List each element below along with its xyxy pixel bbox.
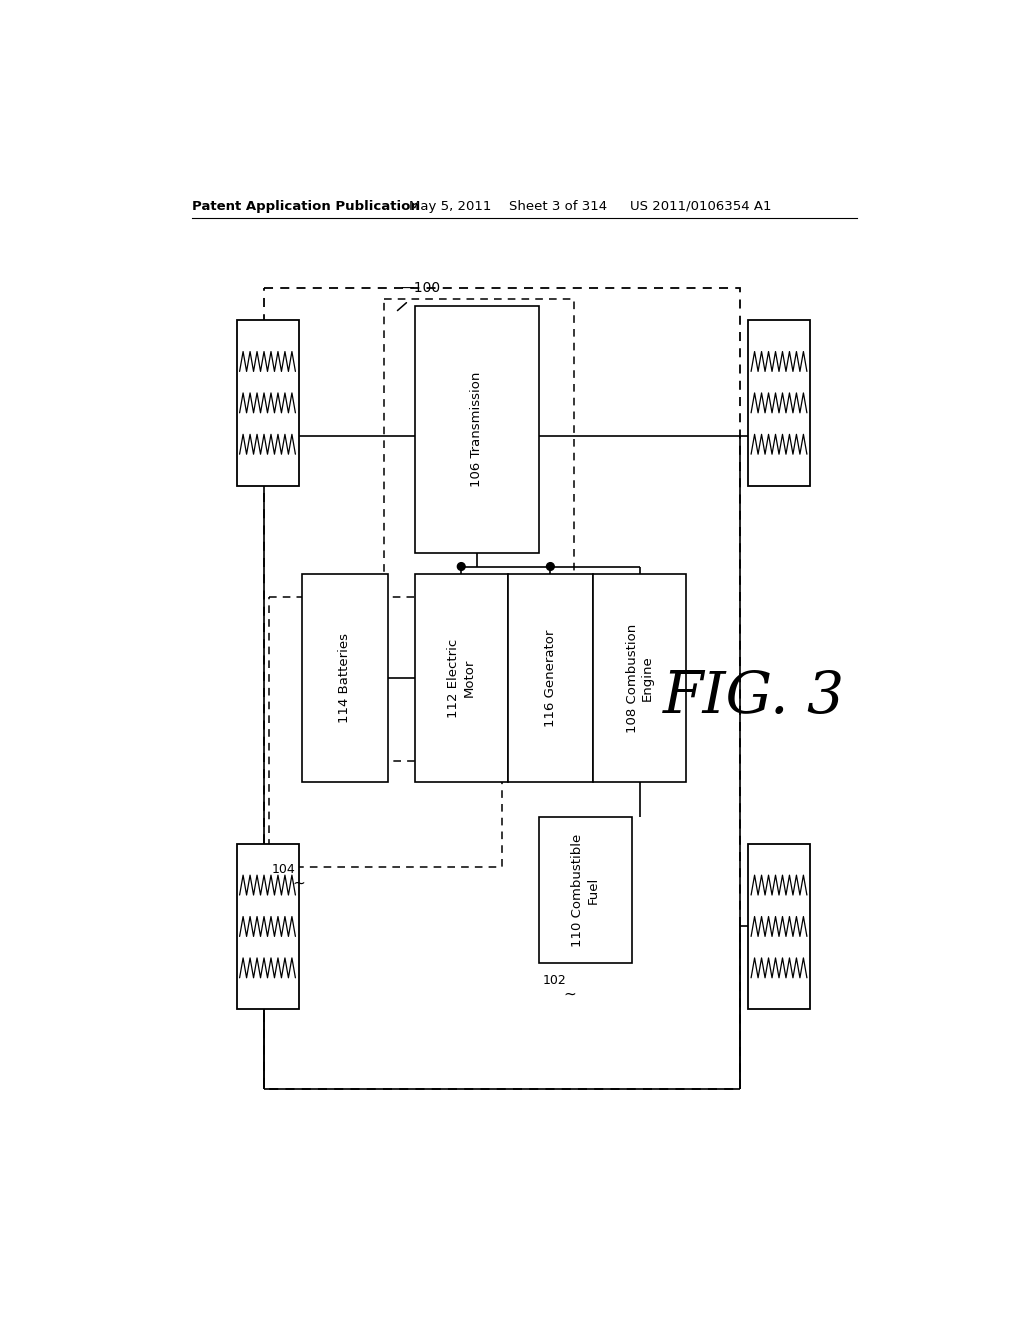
- Bar: [384, 298, 573, 760]
- Text: —100: —100: [400, 281, 441, 294]
- Bar: [237, 843, 299, 1010]
- Bar: [508, 574, 593, 781]
- Text: 102: 102: [543, 974, 566, 987]
- Text: Patent Application Publication: Patent Application Publication: [191, 199, 419, 213]
- Text: 114 Batteries: 114 Batteries: [339, 634, 351, 723]
- Text: Sheet 3 of 314: Sheet 3 of 314: [509, 199, 607, 213]
- Text: FIG. 3: FIG. 3: [663, 669, 845, 726]
- Text: May 5, 2011: May 5, 2011: [409, 199, 490, 213]
- Text: US 2011/0106354 A1: US 2011/0106354 A1: [630, 199, 772, 213]
- Circle shape: [547, 562, 554, 570]
- Bar: [748, 843, 810, 1010]
- Bar: [237, 321, 299, 486]
- Bar: [415, 306, 539, 553]
- Bar: [269, 597, 502, 867]
- Text: ~: ~: [292, 876, 305, 891]
- Text: 104: 104: [271, 863, 295, 876]
- Bar: [593, 574, 686, 781]
- Bar: [539, 817, 632, 964]
- Text: ~: ~: [563, 987, 577, 1002]
- Bar: [263, 288, 740, 1089]
- Bar: [302, 574, 388, 781]
- Bar: [415, 574, 508, 781]
- Bar: [748, 321, 810, 486]
- Text: 112 Electric
Motor: 112 Electric Motor: [447, 639, 475, 718]
- Text: 110 Combustible
Fuel: 110 Combustible Fuel: [571, 833, 599, 946]
- Text: 108 Combustion
Engine: 108 Combustion Engine: [626, 623, 653, 733]
- Circle shape: [458, 562, 465, 570]
- Text: 116 Generator: 116 Generator: [544, 630, 557, 727]
- Text: 106 Transmission: 106 Transmission: [470, 372, 483, 487]
